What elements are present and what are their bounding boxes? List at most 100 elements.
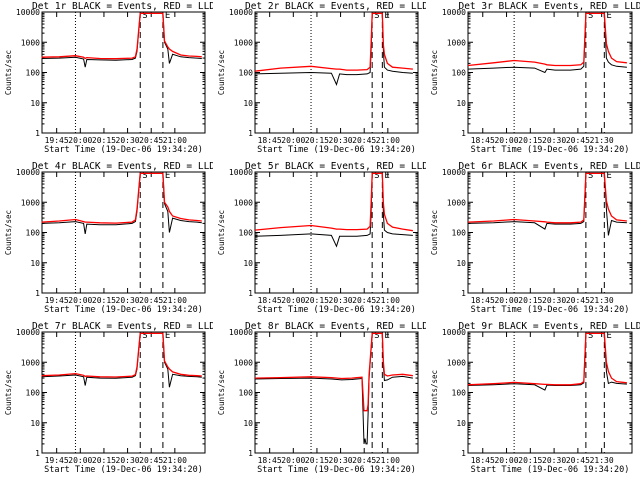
interval-end-marker: E: [165, 11, 170, 21]
y-tick-label: 10000: [16, 8, 40, 17]
x-axis-label: Start Time (19-Dec-06 19:34:20): [471, 465, 630, 475]
y-tick-label: 1: [248, 289, 253, 298]
x-tick-label: 18:45: [258, 136, 282, 145]
series-lld-line: [254, 12, 413, 72]
x-axis-label: Start Time (19-Dec-06 19:34:20): [44, 465, 203, 475]
interval-start-marker: S: [142, 171, 147, 181]
y-tick-label: 10000: [442, 328, 466, 337]
y-tick-label: 100: [452, 69, 467, 78]
y-axis-label: Counts/sec: [217, 210, 226, 255]
chart-title: Det 1r BLACK = Events, RED = LLD: [32, 1, 213, 12]
plot-frame: [254, 331, 419, 454]
y-tick-label: 10: [30, 99, 40, 108]
y-axis-label: Counts/sec: [430, 50, 439, 95]
x-tick-label: 20:45: [352, 456, 376, 465]
x-tick-label: 20:15: [518, 296, 542, 305]
series-lld-line: [467, 332, 627, 386]
y-tick-label: 1000: [234, 358, 253, 367]
series-events-line: [41, 332, 202, 388]
series-lld-line: [41, 12, 202, 60]
y-axis-label: Counts/sec: [430, 210, 439, 255]
y-axis-label: Counts/sec: [4, 370, 13, 415]
y-tick-label: 1000: [21, 198, 40, 207]
chart-title: Det 9r BLACK = Events, RED = LLD: [458, 321, 640, 332]
series-lld-line: [467, 12, 627, 67]
y-tick-label: 1000: [234, 198, 253, 207]
chart-title: Det 3r BLACK = Events, RED = LLD: [458, 1, 640, 12]
x-tick-label: 20:45: [139, 456, 163, 465]
y-tick-label: 10000: [16, 328, 40, 337]
x-tick-label: 20:00: [68, 296, 92, 305]
x-tick-label: 20:45: [139, 136, 163, 145]
x-tick-label: 21:00: [376, 136, 400, 145]
y-tick-label: 1000: [21, 38, 40, 47]
y-tick-label: 1: [461, 449, 466, 458]
x-tick-label: 20:45: [352, 136, 376, 145]
x-tick-label: 20:00: [494, 136, 518, 145]
x-tick-label: 20:45: [139, 296, 163, 305]
interval-start-marker: S: [374, 171, 379, 181]
x-tick-label: 20:45: [566, 456, 590, 465]
y-tick-label: 1: [461, 129, 466, 138]
x-tick-label: 18:45: [258, 296, 282, 305]
detector-chart-7: Det 7r BLACK = Events, RED = LLD 1 10 100 10…: [4, 321, 213, 475]
x-axis-label: Start Time (19-Dec-06 19:34:20): [471, 145, 630, 155]
x-tick-label: 20:15: [518, 456, 542, 465]
x-tick-label: 20:00: [281, 456, 305, 465]
detector-chart-2: Det 2r BLACK = Events, RED = LLD 1 10 100 10…: [217, 1, 426, 155]
interval-start-marker: S: [588, 171, 593, 181]
plot-frame: [467, 331, 633, 454]
x-axis-label: Start Time (19-Dec-06 19:34:20): [257, 305, 416, 315]
x-tick-label: 20:15: [92, 456, 116, 465]
interval-end-marker: E: [384, 11, 389, 21]
series-lld-line: [467, 172, 627, 224]
x-tick-label: 20:15: [92, 136, 116, 145]
interval-start-marker: S: [142, 331, 147, 341]
x-tick-label: 20:15: [305, 296, 329, 305]
x-axis-label: Start Time (19-Dec-06 19:34:20): [471, 305, 630, 315]
x-tick-label: 20:15: [92, 296, 116, 305]
series-events-line: [41, 172, 202, 234]
y-tick-label: 10000: [442, 8, 466, 17]
y-axis-label: Counts/sec: [4, 50, 13, 95]
x-tick-label: 21:00: [163, 456, 187, 465]
interval-start-marker: S: [374, 331, 379, 341]
x-tick-label: 20:15: [305, 456, 329, 465]
plot-frame: [41, 331, 206, 454]
detector-chart-5: Det 5r BLACK = Events, RED = LLD 1 10 100 10…: [217, 161, 426, 315]
plot-frame: [467, 11, 633, 134]
interval-start-marker: S: [588, 11, 593, 21]
x-tick-label: 20:15: [518, 136, 542, 145]
y-axis-label: Counts/sec: [217, 50, 226, 95]
y-tick-label: 1000: [21, 358, 40, 367]
series-lld-line: [254, 172, 414, 232]
series-lld-line: [41, 172, 202, 224]
y-tick-label: 1: [461, 289, 466, 298]
x-tick-label: 18:45: [471, 136, 495, 145]
x-axis-label: Start Time (19-Dec-06 19:34:20): [257, 465, 416, 475]
x-tick-label: 20:00: [68, 456, 92, 465]
x-tick-label: 20:15: [305, 136, 329, 145]
detector-chart-3: Det 3r BLACK = Events, RED = LLD 1 10 100 10…: [430, 1, 640, 155]
y-tick-label: 1: [248, 129, 253, 138]
x-tick-label: 19:45: [45, 136, 69, 145]
x-tick-label: 20:30: [329, 456, 353, 465]
y-tick-label: 1000: [447, 38, 466, 47]
x-tick-label: 20:00: [281, 296, 305, 305]
detector-chart-1: Det 1r BLACK = Events, RED = LLD 1 10 100 10…: [4, 1, 213, 155]
x-tick-label: 20:00: [68, 136, 92, 145]
x-tick-label: 20:30: [329, 296, 353, 305]
y-tick-label: 100: [239, 389, 254, 398]
x-tick-label: 21:30: [590, 136, 614, 145]
y-tick-label: 10000: [16, 168, 40, 177]
y-axis-label: Counts/sec: [430, 370, 439, 415]
interval-end-marker: E: [384, 171, 389, 181]
y-tick-label: 10: [456, 99, 466, 108]
y-tick-label: 100: [452, 229, 467, 238]
y-tick-label: 10: [456, 419, 466, 428]
series-events-line: [254, 12, 413, 86]
y-tick-label: 100: [26, 389, 41, 398]
x-tick-label: 20:45: [352, 296, 376, 305]
x-tick-label: 20:30: [116, 136, 140, 145]
y-tick-label: 10000: [229, 8, 253, 17]
